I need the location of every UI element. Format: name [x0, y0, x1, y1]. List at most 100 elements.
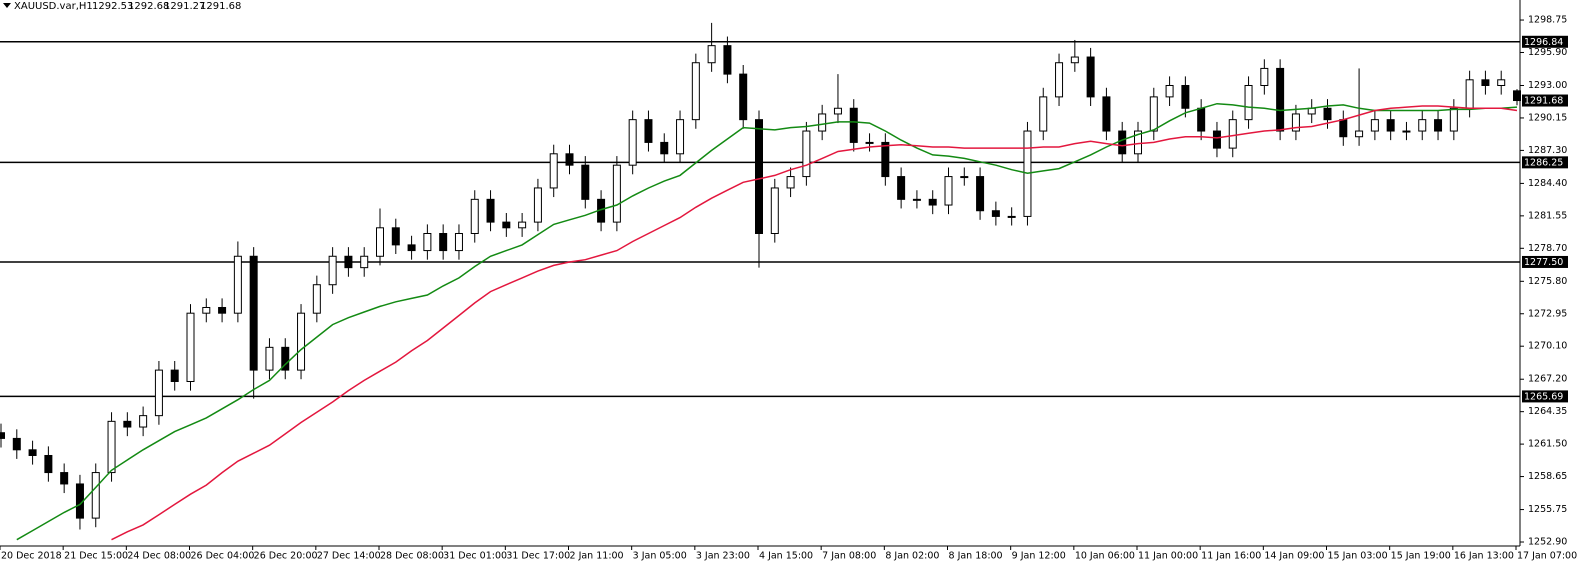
x-tick-label: 27 Dec 14:00 [317, 551, 381, 562]
candle-body [1070, 56, 1079, 64]
candle-body [1449, 107, 1458, 132]
y-tick-label: 1252.90 [1528, 537, 1567, 548]
y-tick-label: 1290.15 [1528, 112, 1567, 123]
x-tick-label: 15 Jan 19:00 [1391, 551, 1451, 562]
candle-body [60, 472, 69, 485]
candle-body [897, 176, 906, 200]
candle-body [328, 255, 337, 286]
x-tick-label: 11 Jan 16:00 [1201, 551, 1261, 562]
candle-body [502, 221, 511, 229]
candle-body [1291, 113, 1300, 132]
candle-body [12, 437, 21, 451]
candle-body [723, 45, 732, 75]
candle-body [628, 119, 637, 166]
candle-body [676, 119, 685, 155]
y-tick-label: 1255.75 [1528, 504, 1567, 515]
x-tick-label: 24 Dec 08:00 [127, 551, 191, 562]
candle-body [1118, 130, 1127, 155]
x-tick-label: 28 Dec 08:00 [380, 551, 444, 562]
candle-body [170, 369, 179, 382]
candle-body [233, 255, 242, 314]
x-tick-label: 11 Jan 00:00 [1138, 551, 1198, 562]
candle-body [1102, 96, 1111, 132]
candle-body [1355, 130, 1364, 138]
candle-body [865, 141, 874, 144]
candle-body [707, 45, 716, 64]
candle-body [976, 176, 985, 212]
candle-body [1402, 130, 1411, 133]
current-price-label: 1291.68 [1524, 96, 1563, 107]
candle-body [565, 153, 574, 166]
candle-body [281, 346, 290, 371]
candle-body [1228, 119, 1237, 149]
candle-body [439, 232, 448, 252]
candle-body [1386, 119, 1395, 132]
candle-body [1276, 67, 1285, 132]
plot-area [0, 22, 1521, 541]
candle-body [691, 62, 700, 121]
x-tick-label: 8 Jan 02:00 [885, 551, 939, 562]
level-label: 1296.84 [1524, 37, 1563, 48]
header-open: 1292.53 [92, 1, 133, 12]
x-tick-label: 31 Dec 01:00 [443, 551, 507, 562]
candle-body [644, 119, 653, 143]
level-label-box [1522, 255, 1568, 268]
candle-body [833, 107, 842, 115]
x-tick-label: 10 Jan 06:00 [1075, 551, 1135, 562]
x-tick-label: 26 Dec 20:00 [254, 551, 318, 562]
candle-body [818, 113, 827, 132]
y-tick-label: 1258.65 [1528, 471, 1567, 482]
x-tick-label: 20 Dec 2018 [1, 551, 62, 562]
header-high: 1292.68 [128, 1, 169, 12]
candle-body [1149, 96, 1158, 132]
candle-body [1418, 119, 1427, 132]
level-label-box [1522, 156, 1568, 169]
candle-body [660, 141, 669, 155]
x-tick-label: 15 Jan 03:00 [1328, 551, 1388, 562]
y-tick-label: 1264.35 [1528, 406, 1567, 417]
candle-body [770, 187, 779, 234]
level-label-box [1522, 390, 1568, 403]
candle-body [1197, 107, 1206, 132]
menu-triangle[interactable] [3, 3, 11, 8]
x-tick-label: 31 Dec 17:00 [506, 551, 570, 562]
candle-body [407, 244, 416, 252]
candle-body [202, 306, 211, 314]
candle-body [881, 141, 890, 178]
y-tick-label: 1287.30 [1528, 145, 1567, 156]
candle-body [186, 312, 195, 382]
candle-body [786, 176, 795, 189]
candle-body [1434, 119, 1443, 132]
level-label: 1277.50 [1524, 257, 1563, 268]
level-label: 1265.69 [1524, 391, 1563, 402]
candle-body [1339, 119, 1348, 138]
candle-body [960, 176, 969, 179]
candle-body [612, 164, 621, 223]
candle-body [470, 198, 479, 234]
candle-body [91, 472, 100, 519]
candle-body [1465, 79, 1474, 109]
x-tick-label: 9 Jan 12:00 [1012, 551, 1066, 562]
candle-body [912, 198, 921, 201]
candle-body [739, 73, 748, 121]
level-label-box [1522, 35, 1568, 48]
x-tick-label: 17 Jan 07:00 [1517, 551, 1577, 562]
candle-body [154, 369, 163, 417]
candle-body [360, 255, 369, 269]
candle-body [107, 420, 116, 474]
y-tick-label: 1270.10 [1528, 341, 1567, 352]
candle-body [44, 454, 53, 474]
y-tick-label: 1293.00 [1528, 80, 1567, 91]
x-tick-label: 4 Jan 15:00 [759, 551, 813, 562]
x-tick-label: 21 Dec 15:00 [64, 551, 128, 562]
candle-body [549, 153, 558, 189]
y-tick-label: 1278.70 [1528, 243, 1567, 254]
candle-body [249, 255, 258, 371]
candle-body [123, 420, 132, 428]
y-tick-label: 1267.20 [1528, 374, 1567, 385]
x-tick-label: 8 Jan 18:00 [949, 551, 1003, 562]
candle-body [1323, 107, 1332, 121]
y-tick-label: 1261.50 [1528, 439, 1567, 450]
